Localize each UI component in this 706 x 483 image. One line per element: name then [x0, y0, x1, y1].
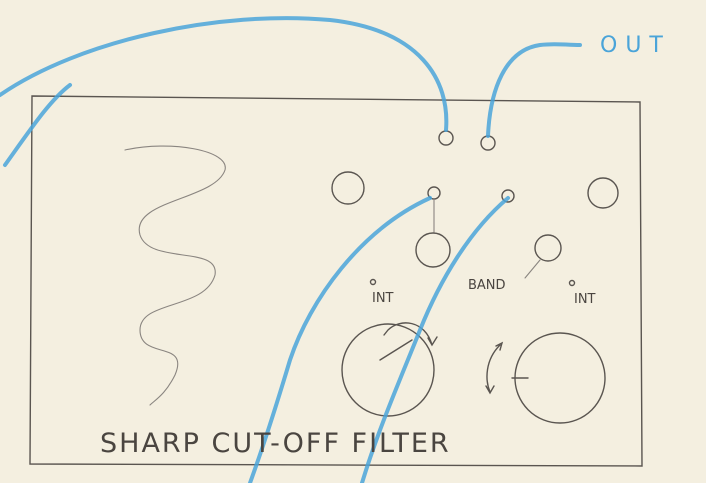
patch-cable	[360, 196, 510, 483]
int-dot	[568, 279, 576, 287]
rotation-arrow	[383, 322, 438, 347]
rotation-arrow	[485, 341, 504, 395]
patch-cable	[3, 83, 72, 167]
band-knob	[534, 234, 562, 262]
patch-cable	[248, 196, 432, 483]
knob	[331, 171, 365, 205]
int-label: INT	[372, 291, 394, 306]
input-jack	[501, 189, 515, 203]
band-label: BAND	[468, 278, 506, 293]
patch-cable	[486, 42, 582, 138]
large-knob	[341, 323, 435, 417]
panel-title: SHARP CUT-OFF FILTER	[100, 428, 451, 459]
connector-line	[524, 259, 541, 279]
panel-outline	[29, 95, 643, 467]
patch-cable	[0, 16, 449, 132]
knob	[587, 177, 619, 209]
int-label: INT	[574, 292, 596, 307]
output-label: OUT	[600, 33, 671, 58]
knob	[415, 232, 451, 268]
knob-pointer	[379, 339, 413, 361]
int-dot	[369, 278, 377, 286]
waveform-sketch	[124, 145, 226, 406]
